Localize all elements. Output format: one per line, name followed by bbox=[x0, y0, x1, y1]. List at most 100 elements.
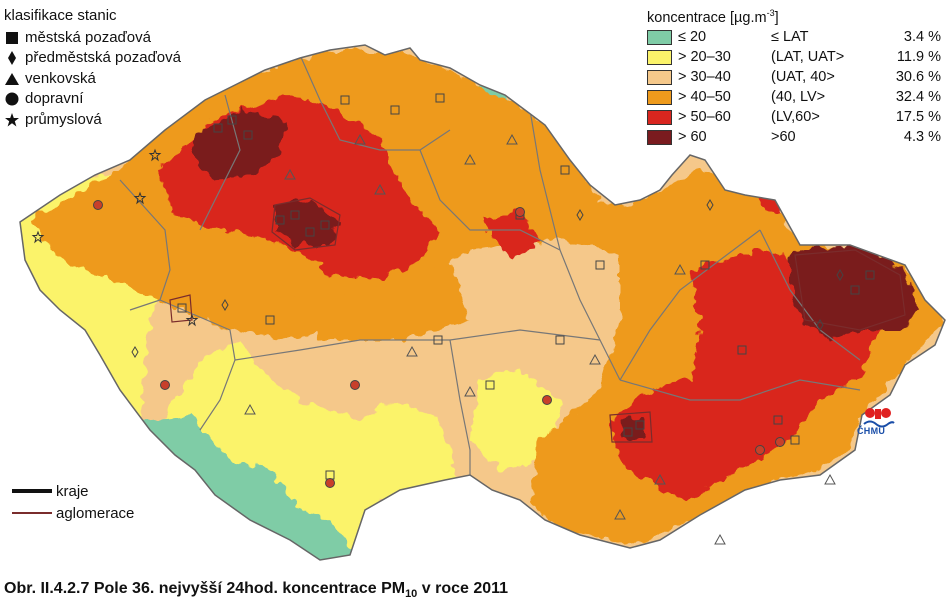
station-rural-marker bbox=[354, 133, 366, 145]
station-urban-background-marker bbox=[595, 260, 605, 270]
legend-swatch bbox=[647, 90, 672, 105]
stations-layer bbox=[31, 93, 875, 545]
station-suburban-background-marker bbox=[836, 269, 844, 281]
legend-item-traffic: dopravní bbox=[4, 89, 181, 110]
legend-item-label: venkovská bbox=[25, 69, 96, 87]
legend-kraje-label: kraje bbox=[56, 482, 89, 500]
station-urban-background-marker bbox=[320, 220, 330, 230]
station-urban-background-marker bbox=[213, 123, 223, 133]
legend-swatch bbox=[647, 110, 672, 125]
station-urban-background-marker bbox=[773, 415, 783, 425]
legend-class-share: 4.3 % bbox=[903, 129, 941, 145]
legend-class-share: 17.5 % bbox=[895, 109, 941, 125]
legend-swatch bbox=[647, 50, 672, 65]
circle-icon bbox=[4, 91, 20, 107]
legend-item-label: městská pozaďová bbox=[25, 28, 151, 46]
station-rural-marker bbox=[464, 385, 476, 397]
station-urban-background-marker bbox=[177, 303, 187, 313]
area-40-50-central bbox=[300, 260, 470, 340]
legend-class-interval: (LV,60> bbox=[771, 109, 820, 125]
area-gt-60-usti bbox=[195, 110, 285, 180]
legend-item-label: předměstská pozaďová bbox=[25, 49, 181, 66]
aglomerace-boundaries bbox=[169, 197, 906, 443]
legend-class-interval: >60 bbox=[771, 129, 796, 145]
station-suburban-background-marker bbox=[131, 346, 139, 358]
station-rural-marker bbox=[674, 263, 686, 275]
stations-legend: klasifikace stanic městská pozaďová před… bbox=[4, 6, 181, 130]
area-le-20-sumava bbox=[140, 415, 360, 560]
station-rural-marker bbox=[244, 403, 256, 415]
legend-class-3: > 30–40 (UAT, 40> 30.6 % bbox=[647, 67, 947, 87]
station-traffic-marker bbox=[325, 478, 335, 488]
legend-class-share: 11.9 % bbox=[896, 49, 941, 65]
station-urban-background-marker bbox=[700, 260, 710, 270]
legend-item-label: průmyslová bbox=[25, 110, 102, 128]
boundaries-legend: kraje aglomerace bbox=[12, 480, 134, 524]
station-urban-background-marker bbox=[243, 130, 253, 140]
station-rural-marker bbox=[589, 353, 601, 365]
legend-kraje: kraje bbox=[12, 480, 134, 502]
legend-item-urban-background: městská pozaďová bbox=[4, 28, 181, 49]
triangle-icon bbox=[4, 71, 20, 87]
legend-class-range: ≤ 20 bbox=[678, 29, 707, 45]
chmu-logo-text: ČHMÚ bbox=[857, 426, 886, 436]
station-urban-background-marker bbox=[390, 105, 400, 115]
area-gt-60-ostrava bbox=[790, 245, 920, 340]
stations-legend-title: klasifikace stanic bbox=[4, 7, 117, 24]
station-industrial-marker bbox=[31, 230, 45, 244]
station-traffic-marker bbox=[350, 380, 360, 390]
station-traffic-marker bbox=[160, 380, 170, 390]
legend-item-rural: venkovská bbox=[4, 69, 181, 90]
chmu-logo-icon bbox=[863, 408, 895, 428]
legend-class-range: > 30–40 bbox=[678, 69, 731, 85]
legend-swatch bbox=[647, 30, 672, 45]
concentration-map bbox=[19, 44, 946, 561]
station-rural-marker bbox=[714, 533, 726, 545]
legend-item-label: dopravní bbox=[25, 90, 84, 107]
station-industrial-marker bbox=[133, 191, 147, 205]
station-traffic-marker bbox=[755, 445, 765, 455]
station-industrial-marker bbox=[148, 148, 162, 162]
station-urban-background-marker bbox=[227, 115, 237, 125]
thick-line-icon bbox=[12, 489, 52, 493]
legend-class-6: > 60 >60 4.3 % bbox=[647, 127, 947, 147]
legend-item-industrial: průmyslová bbox=[4, 110, 181, 131]
concentration-legend: koncentrace [µg.m-3] ≤ 20 ≤ LAT 3.4 % > … bbox=[647, 4, 947, 147]
station-rural-marker bbox=[464, 153, 476, 165]
legend-class-interval: ≤ LAT bbox=[771, 29, 809, 45]
station-urban-background-marker bbox=[485, 380, 495, 390]
figure-caption: Obr. II.4.2.7 Pole 36. nejvyšší 24hod. k… bbox=[4, 580, 509, 601]
legend-class-1: ≤ 20 ≤ LAT 3.4 % bbox=[647, 27, 947, 47]
station-rural-marker bbox=[374, 183, 386, 195]
station-urban-background-marker bbox=[433, 335, 443, 345]
legend-class-5: > 50–60 (LV,60> 17.5 % bbox=[647, 107, 947, 127]
station-urban-background-marker bbox=[305, 227, 315, 237]
kraje-boundaries bbox=[119, 54, 861, 475]
station-urban-background-marker bbox=[737, 345, 747, 355]
station-urban-background-marker bbox=[623, 427, 633, 437]
station-traffic-marker bbox=[515, 207, 525, 217]
area-20-30-vysocina bbox=[470, 370, 560, 470]
concentration-legend-title: koncentrace [µg.m-3] bbox=[647, 8, 779, 26]
legend-item-suburban-background: předměstská pozaďová bbox=[4, 48, 181, 69]
station-rural-marker bbox=[406, 345, 418, 357]
station-urban-background-marker bbox=[790, 435, 800, 445]
legend-class-range: > 40–50 bbox=[678, 89, 731, 105]
station-suburban-background-marker bbox=[706, 199, 714, 211]
star-icon bbox=[4, 112, 20, 128]
station-rural-marker bbox=[506, 133, 518, 145]
station-rural-marker bbox=[654, 473, 666, 485]
legend-class-interval: (40, LV> bbox=[771, 89, 826, 105]
station-suburban-background-marker bbox=[576, 209, 584, 221]
station-urban-background-marker bbox=[865, 270, 875, 280]
station-urban-background-marker bbox=[560, 165, 570, 175]
station-rural-marker bbox=[284, 168, 296, 180]
legend-class-interval: (LAT, UAT> bbox=[771, 49, 845, 65]
station-urban-background-marker bbox=[340, 95, 350, 105]
legend-class-2: > 20–30 (LAT, UAT> 11.9 % bbox=[647, 47, 947, 67]
legend-class-4: > 40–50 (40, LV> 32.4 % bbox=[647, 87, 947, 107]
legend-class-interval: (UAT, 40> bbox=[771, 69, 835, 85]
legend-swatch bbox=[647, 70, 672, 85]
square-icon bbox=[4, 30, 20, 46]
station-traffic-marker bbox=[775, 437, 785, 447]
